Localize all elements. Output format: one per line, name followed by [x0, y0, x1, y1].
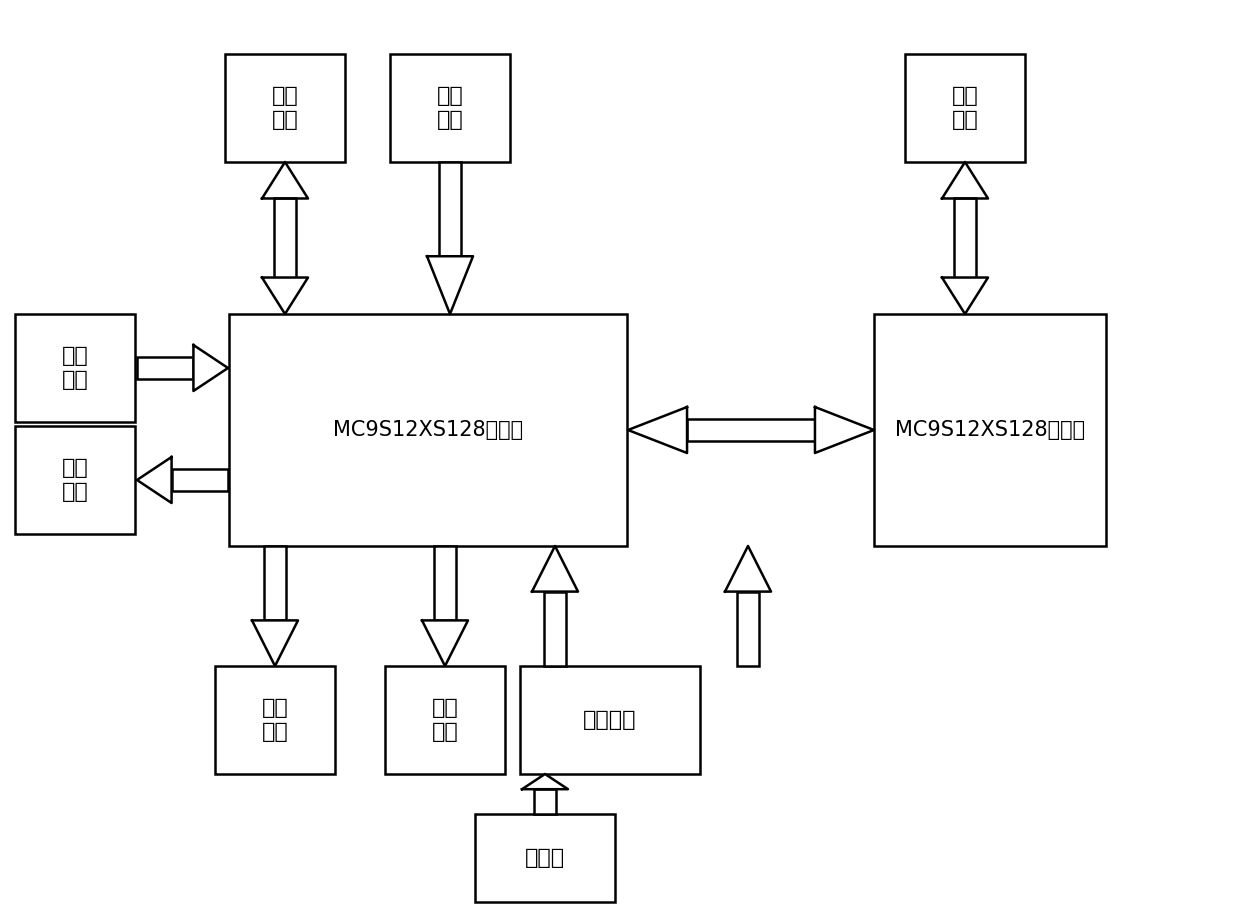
Polygon shape: [627, 407, 687, 453]
Polygon shape: [193, 345, 228, 391]
Polygon shape: [262, 277, 308, 314]
Polygon shape: [725, 546, 771, 592]
Text: 电压转换: 电压转换: [583, 710, 637, 730]
Bar: [687, 419, 815, 441]
Polygon shape: [532, 546, 578, 592]
Polygon shape: [942, 162, 988, 198]
Bar: [215, 666, 335, 774]
Bar: [544, 592, 565, 666]
Bar: [224, 54, 345, 162]
Bar: [737, 592, 759, 666]
Polygon shape: [815, 407, 874, 453]
Bar: [274, 198, 296, 277]
Text: 电机
控制: 电机 控制: [951, 86, 978, 130]
Bar: [905, 54, 1025, 162]
Bar: [434, 546, 456, 621]
Polygon shape: [422, 621, 467, 666]
Bar: [475, 814, 615, 902]
Bar: [534, 789, 556, 814]
Polygon shape: [136, 457, 171, 503]
Text: 电流
采集: 电流 采集: [436, 86, 464, 130]
Polygon shape: [522, 774, 568, 789]
Polygon shape: [262, 162, 308, 198]
Bar: [15, 426, 135, 534]
Bar: [171, 469, 228, 491]
Text: 电压
采集: 电压 采集: [272, 86, 299, 130]
Bar: [874, 314, 1106, 546]
Text: 均衡
电路: 均衡 电路: [62, 458, 88, 502]
Text: MC9S12XS128主控制: MC9S12XS128主控制: [332, 420, 523, 440]
Text: 光伏板: 光伏板: [525, 848, 565, 868]
Text: 电压
输出: 电压 输出: [432, 698, 459, 742]
Bar: [391, 54, 510, 162]
Bar: [229, 314, 627, 546]
Bar: [520, 666, 701, 774]
Bar: [439, 162, 461, 256]
Bar: [15, 314, 135, 422]
Text: MC9S12XS128从控制: MC9S12XS128从控制: [895, 420, 1085, 440]
Text: 温度
采集: 温度 采集: [62, 346, 88, 390]
Text: 数据
显示: 数据 显示: [262, 698, 289, 742]
Polygon shape: [942, 277, 988, 314]
Bar: [264, 546, 286, 621]
Bar: [136, 357, 193, 379]
Bar: [954, 198, 976, 277]
Polygon shape: [252, 621, 298, 666]
Polygon shape: [427, 256, 472, 314]
Bar: [384, 666, 505, 774]
